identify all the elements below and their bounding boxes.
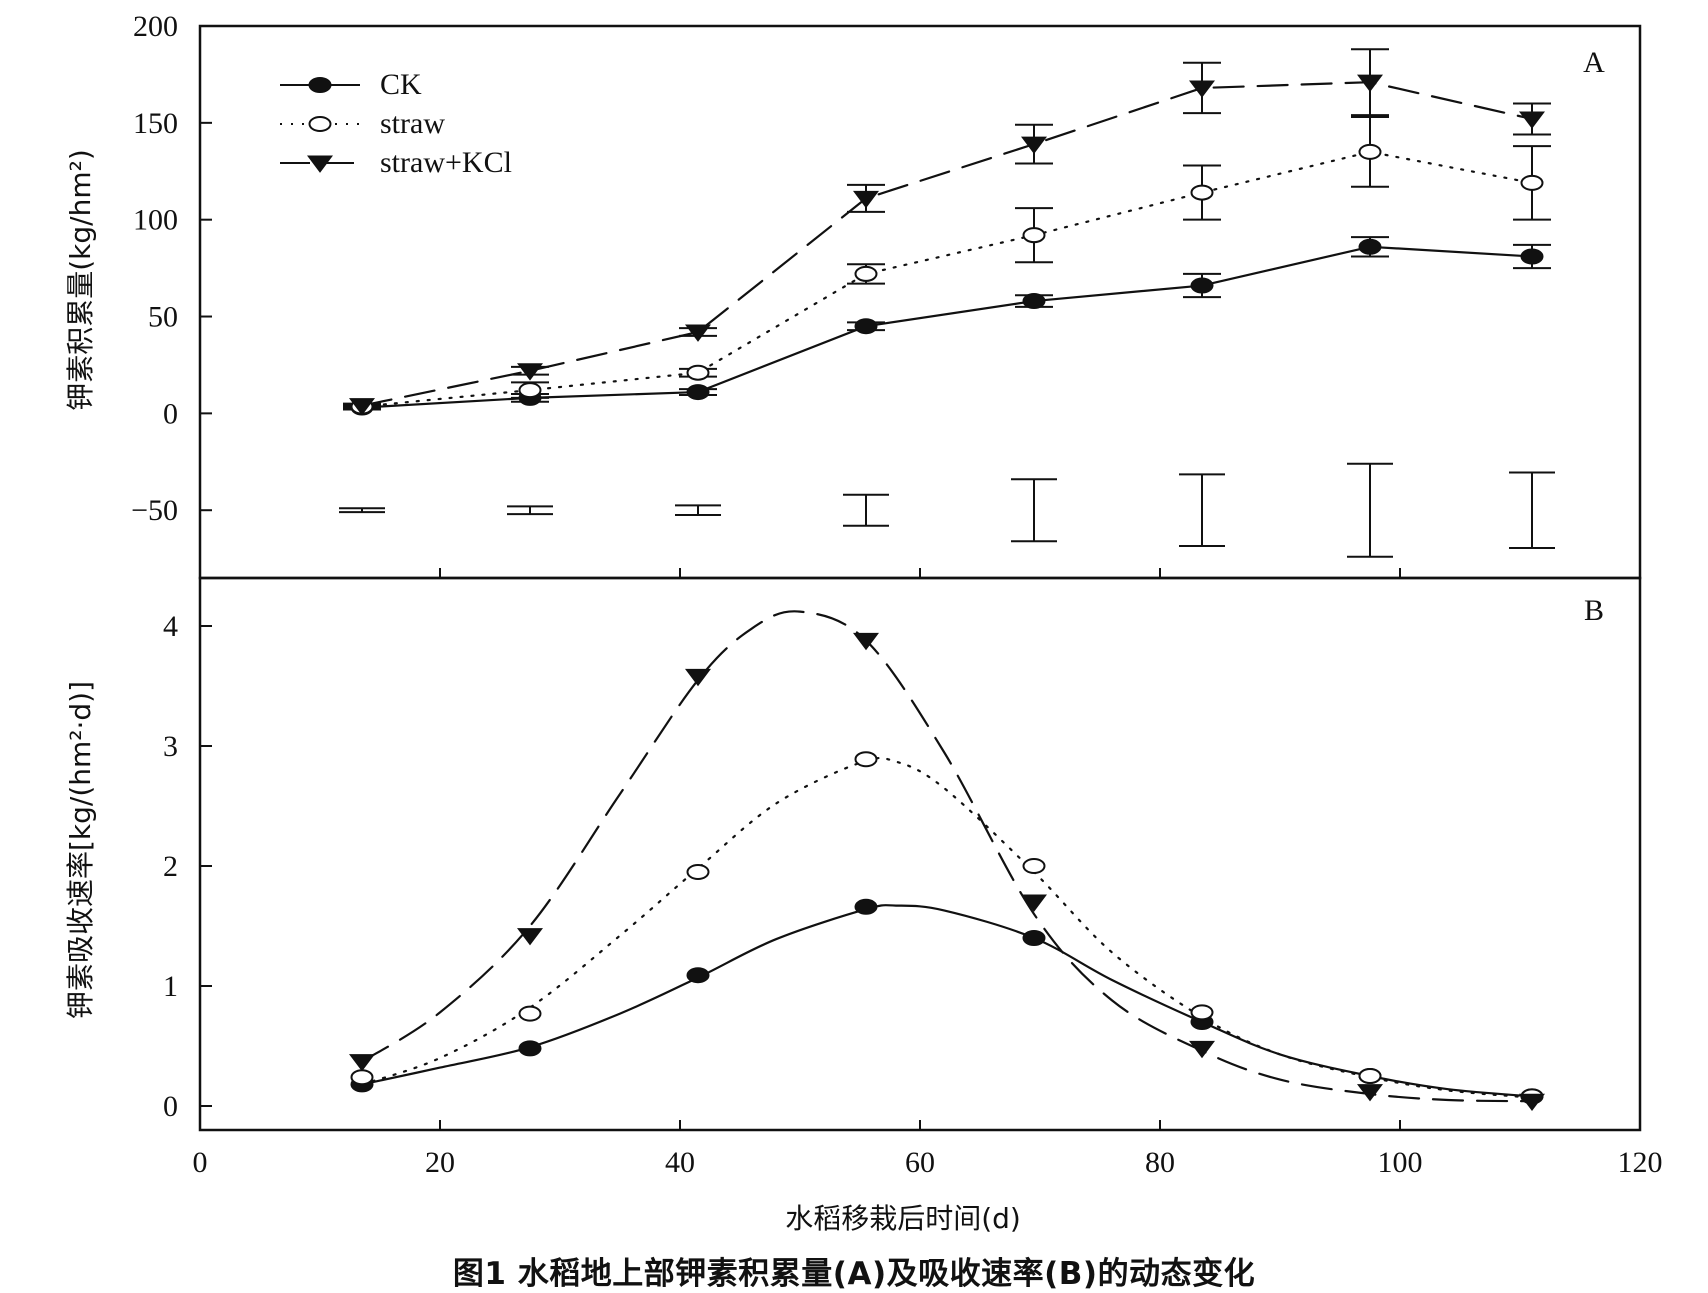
series-ck-point: [1190, 277, 1214, 294]
x-tick-label: 120: [1618, 1146, 1663, 1179]
series-straw-point: [1022, 227, 1046, 244]
panel-a-y-tick-label: 50: [148, 301, 178, 334]
panel-a-y-tick-label: −50: [131, 494, 178, 527]
series-straw-point: [350, 1069, 374, 1086]
panel-a-letter: A: [1583, 46, 1605, 79]
legend-straw-marker: [308, 116, 332, 132]
series-ck-point: [1022, 930, 1046, 946]
series-straw-kcl-point: [517, 928, 543, 946]
series-ck-point: [1520, 248, 1544, 265]
x-tick-label: 100: [1378, 1146, 1423, 1179]
series-straw-point: [518, 382, 542, 399]
series-straw-kcl-point: [1519, 111, 1545, 129]
x-tick-label: 20: [425, 1146, 455, 1179]
series-straw-point: [1190, 1004, 1214, 1021]
series-ck-point: [1022, 293, 1046, 310]
panel-b-y-tick-label: 0: [163, 1090, 178, 1123]
legend-straw-kcl-marker: [307, 155, 333, 173]
panel-a-y-tick-label: 0: [163, 397, 178, 430]
series-straw-kcl-point: [349, 398, 375, 416]
y-axis-label-a: 钾素积累量(kg/hm²): [64, 149, 97, 411]
series-straw-point: [854, 751, 878, 768]
series-straw-kcl-point: [1021, 136, 1047, 154]
x-tick-label: 80: [1145, 1146, 1175, 1179]
legend-label-straw-kcl: straw+KCl: [380, 146, 512, 179]
x-tick-label: 60: [905, 1146, 935, 1179]
panel-b-y-tick-label: 4: [163, 610, 178, 643]
panel-a-y-tick-label: 200: [133, 10, 178, 43]
series-straw-kcl-point: [1519, 1093, 1545, 1112]
panel-a-y-tick-label: 100: [133, 204, 178, 237]
series-ck-point: [1358, 238, 1382, 255]
legend-ck-marker: [308, 77, 332, 93]
panel-b-y-tick-label: 3: [163, 730, 178, 763]
series-straw-point: [1190, 184, 1214, 201]
series-ck-point: [518, 1040, 542, 1057]
legend: CK straw straw+KCl: [380, 68, 512, 179]
series-straw-kcl-line: [360, 81, 1534, 407]
series-ck-point: [854, 898, 878, 915]
panel-b-y-tick-label: 1: [163, 970, 178, 1003]
series-straw-point: [1358, 143, 1382, 160]
x-tick-label: 0: [193, 1146, 208, 1179]
series-straw-point: [854, 265, 878, 282]
series-straw-point: [1520, 174, 1544, 191]
series-ck-line: [360, 245, 1534, 409]
x-axis-label: 水稻移栽后时间(d): [785, 1202, 1021, 1235]
series-straw-kcl-point: [1357, 74, 1383, 93]
series-straw-point: [686, 864, 710, 880]
series-straw-kcl-point: [853, 632, 879, 651]
series-straw-kcl-point: [1189, 1040, 1215, 1059]
series-straw-kcl-point: [1021, 894, 1047, 912]
series-ck-point: [686, 967, 710, 984]
series-straw-kcl-point: [853, 190, 879, 209]
series-straw-point: [1022, 858, 1046, 874]
series-straw-kcl-point: [685, 668, 711, 687]
panel-b-y-tick-label: 2: [163, 850, 178, 883]
series-straw-point: [518, 1005, 542, 1022]
series-ck-point: [686, 384, 710, 401]
figure-caption: 图1 水稻地上部钾素积累量(A)及吸收速率(B)的动态变化: [452, 1256, 1256, 1292]
series-straw-point: [1358, 1068, 1382, 1084]
series-straw-line: [360, 150, 1534, 408]
legend-label-ck: CK: [380, 68, 422, 101]
panel-a-y-tick-label: 150: [133, 107, 178, 140]
series-straw-kcl-point: [1189, 80, 1215, 98]
series-ck-point: [854, 318, 878, 335]
series-ck-curve: [360, 904, 1534, 1098]
series-straw-kcl-point: [517, 363, 543, 381]
panel-b-frame: [198, 576, 1642, 1132]
series-straw-kcl-point: [349, 1054, 375, 1072]
x-tick-label: 40: [665, 1146, 695, 1179]
series-straw-kcl-point: [1357, 1084, 1383, 1102]
panel-b-letter: B: [1584, 594, 1604, 627]
y-axis-label-b: 钾素吸收速率[kg/(hm²·d)]: [64, 681, 97, 1019]
series-straw-point: [686, 364, 710, 381]
series-straw-curve: [360, 756, 1534, 1099]
series-straw-kcl-point: [685, 324, 711, 342]
legend-label-straw: straw: [380, 107, 445, 140]
series-straw-kcl-curve: [360, 610, 1534, 1103]
